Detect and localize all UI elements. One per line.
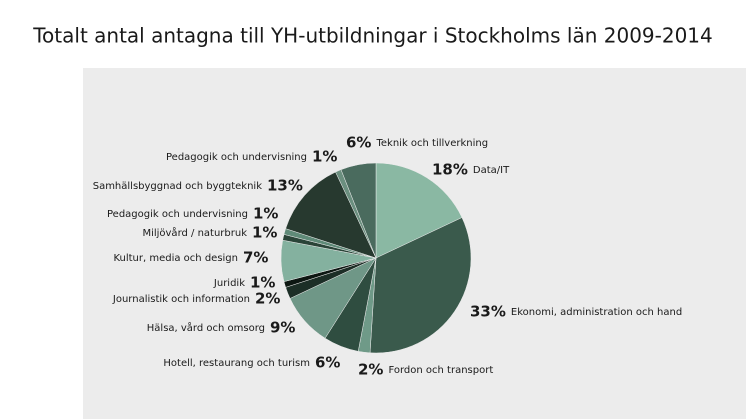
category-label: Data/IT bbox=[473, 165, 510, 176]
value-label: 1% bbox=[312, 148, 337, 166]
category-label: Fordon och transport bbox=[388, 365, 493, 376]
category-label: Juridik bbox=[213, 278, 245, 289]
category-label: Pedagogik och undervisning bbox=[166, 152, 307, 163]
category-label: Hotell, restaurang och turism bbox=[163, 358, 310, 369]
value-label: 18% bbox=[432, 161, 468, 179]
value-label: 9% bbox=[270, 319, 295, 337]
value-label: 1% bbox=[252, 224, 277, 242]
category-label: Miljövård / naturbruk bbox=[142, 226, 247, 239]
category-label: Pedagogik och undervisning bbox=[107, 209, 248, 220]
value-label: 7% bbox=[243, 249, 268, 267]
category-label: Hälsa, vård och omsorg bbox=[147, 321, 265, 334]
pie-slice bbox=[369, 217, 472, 354]
category-label: Samhällsbyggnad och byggteknik bbox=[93, 181, 262, 192]
category-label: Teknik och tillverkning bbox=[375, 138, 488, 149]
category-label: Ekonomi, administration och hand bbox=[511, 307, 682, 318]
category-label: Kultur, media och design bbox=[113, 253, 238, 264]
pie-slice bbox=[375, 162, 463, 259]
value-label: 1% bbox=[253, 205, 278, 223]
value-label: 6% bbox=[346, 134, 371, 152]
value-label: 13% bbox=[267, 177, 303, 195]
value-label: 2% bbox=[358, 361, 383, 379]
pie-slice bbox=[340, 162, 377, 259]
pie-slice bbox=[285, 171, 377, 259]
chart-title: Totalt antal antagna till YH-utbildninga… bbox=[32, 24, 713, 48]
value-label: 2% bbox=[255, 290, 280, 308]
value-label: 33% bbox=[470, 303, 506, 321]
category-label: Journalistik och information bbox=[112, 294, 250, 305]
value-label: 1% bbox=[250, 274, 275, 292]
value-label: 6% bbox=[315, 354, 340, 372]
